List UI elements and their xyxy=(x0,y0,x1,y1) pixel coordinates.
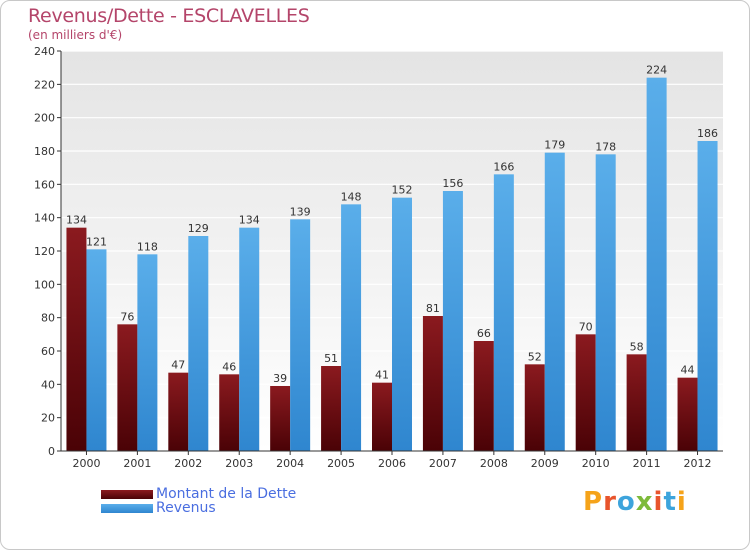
data-label-revenus: 129 xyxy=(188,222,209,235)
y-tick-label: 240 xyxy=(34,45,55,58)
data-label-revenus: 166 xyxy=(493,160,514,173)
bar-revenus xyxy=(544,152,565,451)
y-tick-label: 180 xyxy=(34,145,55,158)
x-tick-label: 2003 xyxy=(225,457,253,470)
logo-letter: P xyxy=(583,487,604,517)
x-tick-label: 2005 xyxy=(327,457,355,470)
x-tick-label: 2010 xyxy=(582,457,610,470)
bar-dette xyxy=(66,227,87,451)
data-label-dette: 66 xyxy=(477,327,491,340)
bar-dette xyxy=(473,341,494,451)
x-tick-label: 2000 xyxy=(72,457,100,470)
y-tick-label: 160 xyxy=(34,178,55,191)
x-tick-label: 2002 xyxy=(174,457,202,470)
y-tick-label: 80 xyxy=(41,312,55,325)
logo-letter: x xyxy=(635,487,654,517)
y-tick-label: 60 xyxy=(41,345,55,358)
bar-dette xyxy=(677,377,698,451)
y-tick-label: 120 xyxy=(34,245,55,258)
bar-dette xyxy=(575,334,596,451)
data-label-dette: 44 xyxy=(681,364,695,377)
x-tick-label: 2001 xyxy=(123,457,151,470)
y-tick-label: 100 xyxy=(34,278,55,291)
legend-swatch-revenus xyxy=(101,504,153,513)
x-tick-label: 2009 xyxy=(531,457,559,470)
bar-revenus xyxy=(341,204,362,451)
logo-letter: i xyxy=(653,487,664,517)
y-tick-label: 20 xyxy=(41,412,55,425)
data-label-dette: 134 xyxy=(66,214,87,227)
bar-dette xyxy=(422,316,443,451)
y-tick-label: 200 xyxy=(34,112,55,125)
bar-revenus xyxy=(188,236,209,451)
bar-revenus xyxy=(239,227,260,451)
data-label-dette: 47 xyxy=(171,359,185,372)
y-tick-label: 40 xyxy=(41,378,55,391)
y-tick-label: 220 xyxy=(34,78,55,91)
bar-dette xyxy=(524,364,545,451)
x-tick-label: 2008 xyxy=(480,457,508,470)
bar-revenus xyxy=(442,191,463,451)
x-tick-label: 2011 xyxy=(633,457,661,470)
x-tick-label: 2006 xyxy=(378,457,406,470)
y-tick-label: 0 xyxy=(48,445,55,458)
bar-revenus xyxy=(646,77,667,452)
bar-revenus xyxy=(493,174,514,452)
bar-dette xyxy=(270,386,291,451)
data-label-revenus: 224 xyxy=(646,64,667,77)
bar-revenus xyxy=(290,219,311,451)
bar-revenus xyxy=(137,254,158,451)
data-label-revenus: 156 xyxy=(442,177,463,190)
bar-revenus xyxy=(697,141,718,451)
data-label-dette: 41 xyxy=(375,369,389,382)
y-tick-label: 140 xyxy=(34,212,55,225)
data-label-dette: 70 xyxy=(579,320,593,333)
data-label-revenus: 178 xyxy=(595,140,616,153)
data-label-dette: 46 xyxy=(222,360,236,373)
bar-revenus xyxy=(392,197,412,451)
chart-subtitle: (en milliers d'€) xyxy=(28,28,123,42)
data-label-revenus: 134 xyxy=(239,214,260,227)
data-label-revenus: 186 xyxy=(697,127,718,140)
data-label-revenus: 179 xyxy=(544,139,565,152)
x-tick-label: 2012 xyxy=(684,457,712,470)
data-label-dette: 51 xyxy=(324,352,338,365)
legend-label-debt: Montant de la Dette xyxy=(156,486,297,502)
bar-dette xyxy=(168,372,189,451)
data-label-dette: 81 xyxy=(426,302,440,315)
logo-letter: o xyxy=(616,487,636,517)
x-tick-label: 2004 xyxy=(276,457,304,470)
bar-dette xyxy=(321,366,342,451)
chart-title: Revenus/Dette - ESCLAVELLES xyxy=(28,5,310,27)
data-label-revenus: 139 xyxy=(290,205,311,218)
bar-revenus xyxy=(86,249,107,451)
data-label-dette: 76 xyxy=(120,310,134,323)
legend-swatch-debt xyxy=(101,490,153,499)
data-label-dette: 52 xyxy=(528,350,542,363)
proxiti-logo: Proxiti xyxy=(583,487,687,517)
legend-label-revenus: Revenus xyxy=(156,500,216,516)
x-tick-label: 2007 xyxy=(429,457,457,470)
data-label-dette: 39 xyxy=(273,372,287,385)
logo-letter: t xyxy=(663,487,677,517)
data-label-revenus: 121 xyxy=(86,235,107,248)
logo-letter: r xyxy=(603,487,617,517)
bar-dette xyxy=(219,374,240,451)
bar-revenus xyxy=(595,154,616,452)
bar-dette xyxy=(626,354,647,451)
data-label-revenus: 118 xyxy=(137,240,158,253)
data-label-dette: 58 xyxy=(630,340,644,353)
data-label-revenus: 148 xyxy=(341,190,362,203)
logo-letter: i xyxy=(676,487,687,517)
bar-dette xyxy=(372,382,392,451)
data-label-revenus: 152 xyxy=(392,184,413,197)
bar-dette xyxy=(117,324,138,451)
